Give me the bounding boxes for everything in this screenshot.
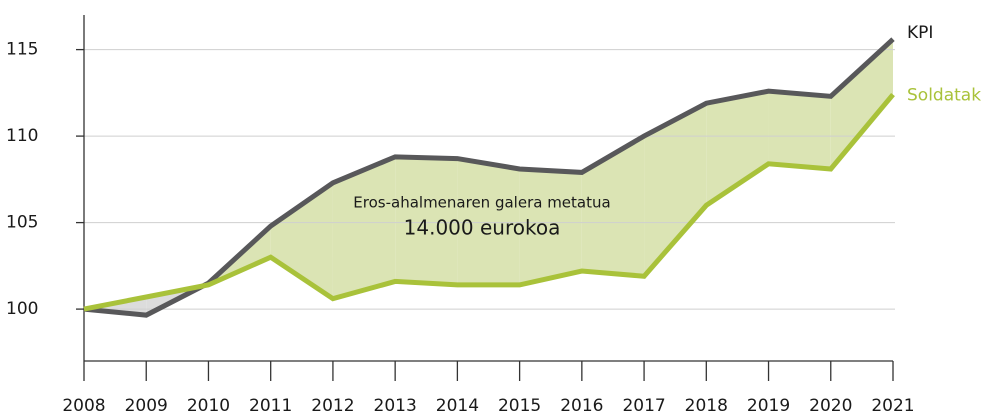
x-tick-label: 2010 — [187, 396, 230, 416]
gap-area — [457, 158, 520, 285]
y-tick-label: 105 — [6, 213, 38, 233]
x-tick-label: 2008 — [62, 396, 105, 416]
gap-area — [270, 182, 333, 299]
y-tick-label: 115 — [6, 40, 38, 60]
gap-area — [644, 103, 707, 277]
gap-area — [581, 136, 645, 277]
series-line — [83, 37, 895, 318]
x-tick-label: 2021 — [871, 396, 914, 416]
gap-area — [332, 156, 396, 299]
gap-area — [768, 91, 831, 169]
legend-label: KPI — [907, 23, 933, 43]
x-tick-label: 2016 — [560, 396, 603, 416]
gap-area — [395, 156, 458, 285]
series-line — [83, 92, 895, 312]
legend-label: Soldatak — [907, 86, 981, 106]
gap-area — [706, 91, 769, 206]
x-tick-label: 2009 — [125, 396, 168, 416]
x-tick-label: 2015 — [498, 396, 541, 416]
x-tick-label: 2012 — [311, 396, 354, 416]
y-tick-label: 100 — [6, 299, 38, 319]
x-tick-label: 2013 — [374, 396, 417, 416]
x-tick-label: 2014 — [436, 396, 479, 416]
x-tick-label: 2018 — [685, 396, 728, 416]
annotation: Eros-ahalmenaren galera metatua — [353, 194, 610, 212]
annotation: 14.000 eurokoa — [404, 216, 561, 240]
x-tick-label: 2017 — [622, 396, 665, 416]
y-tick-label: 110 — [6, 126, 38, 146]
gap-area — [519, 168, 582, 285]
x-tick-label: 2011 — [249, 396, 292, 416]
x-tick-label: 2019 — [747, 396, 790, 416]
x-tick-label: 2020 — [809, 396, 852, 416]
